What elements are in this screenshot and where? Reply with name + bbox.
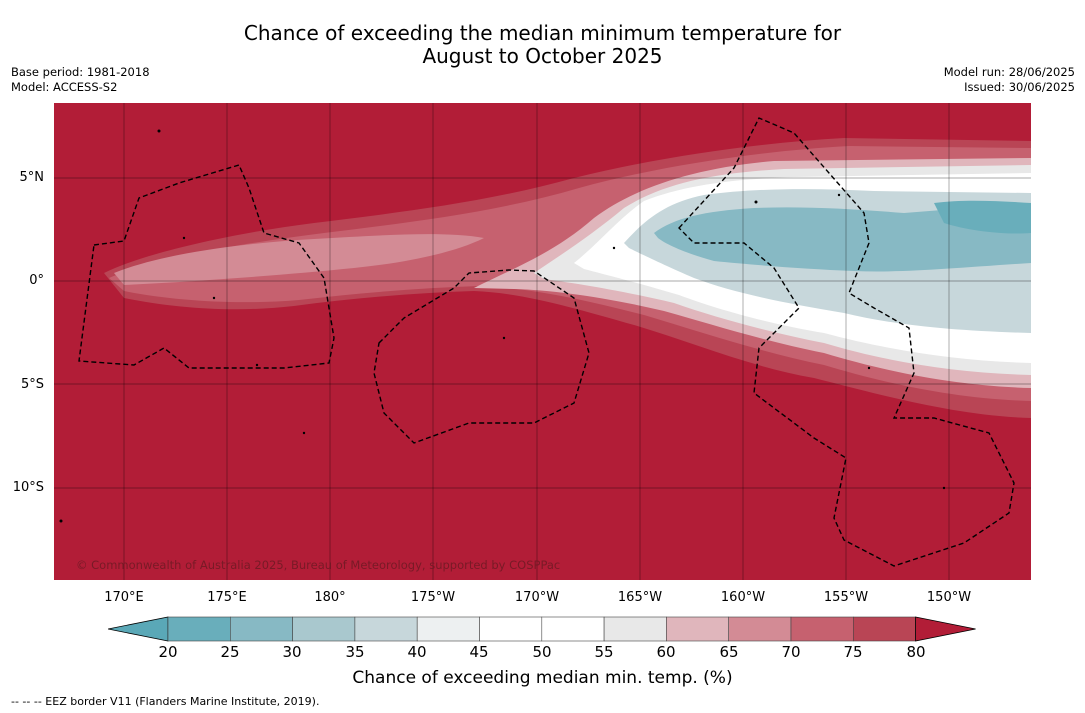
model-run: Model run: 28/06/2025 [943,65,1075,79]
eez-borders [78,117,1015,567]
lon-tick-160w: 160°W [720,590,766,605]
grid-lines [54,103,1031,580]
lon-tick-155w: 155°W [823,590,869,605]
cb-label-45: 45 [469,643,489,661]
title-line-2: August to October 2025 [422,44,663,68]
cb-label-80: 80 [906,643,926,661]
islands [59,129,946,523]
lon-tick-170w: 170°W [514,590,560,605]
colorbar-cell [292,616,356,642]
colorbar [108,616,976,642]
cb-label-65: 65 [719,643,739,661]
colorbar-cell [479,616,543,642]
lat-tick-5s: 5°S [20,377,44,392]
lat-tick-5n: 5°N [19,170,45,185]
lon-tick-170e: 170°E [104,590,144,605]
colorbar-cell [354,616,418,642]
title-line-1: Chance of exceeding the median minimum t… [243,21,842,45]
colorbar-cell [728,616,792,642]
cb-label-20: 20 [158,643,178,661]
lon-tick-180: 180° [314,590,346,605]
lon-tick-165w: 165°W [617,590,663,605]
chart-title: Chance of exceeding the median minimum t… [0,22,1085,68]
colorbar-cell [541,616,605,642]
cb-label-25: 25 [220,643,240,661]
issued-date: Issued: 30/06/2025 [964,80,1075,94]
cb-label-70: 70 [781,643,801,661]
cb-label-50: 50 [532,643,552,661]
colorbar-extend-low [108,616,169,642]
model-name: Model: ACCESS-S2 [11,80,118,94]
lon-tick-175e: 175°E [207,590,247,605]
cb-label-75: 75 [843,643,863,661]
meta-right: Model run: 28/06/2025 Issued: 30/06/2025 [944,65,1075,95]
lon-tick-175w: 175°W [410,590,456,605]
lat-tick-10s: 10°S [12,480,44,495]
cb-label-55: 55 [594,643,614,661]
colorbar-cell [666,616,730,642]
band-30 [654,203,1031,272]
cb-label-60: 60 [656,643,676,661]
lon-tick-150w: 150°W [926,590,972,605]
band-65-west [114,234,484,285]
cb-label-40: 40 [407,643,427,661]
colorbar-cell [416,616,480,642]
colorbar-cell [167,616,231,642]
colorbar-title: Chance of exceeding median min. temp. (%… [352,668,733,688]
colorbar-cell [852,616,916,642]
copyright-notice: © Commonwealth of Australia 2025, Bureau… [76,558,561,572]
lat-tick-0: 0° [29,273,44,288]
meta-left: Base period: 1981-2018 Model: ACCESS-S2 [11,65,150,95]
colorbar-cell [230,616,293,642]
eez-footnote: -- -- -- EEZ border V11 (Flanders Marine… [11,695,320,708]
colorbar-extend-high [915,616,976,642]
base-period: Base period: 1981-2018 [11,65,150,79]
colorbar-cell [603,616,667,642]
forecast-map [54,103,1031,580]
band-25 [934,200,1031,234]
map-panel[interactable]: © Commonwealth of Australia 2025, Bureau… [54,103,1031,580]
cb-label-35: 35 [345,643,365,661]
colorbar-cell [790,616,854,642]
cb-label-30: 30 [282,643,302,661]
